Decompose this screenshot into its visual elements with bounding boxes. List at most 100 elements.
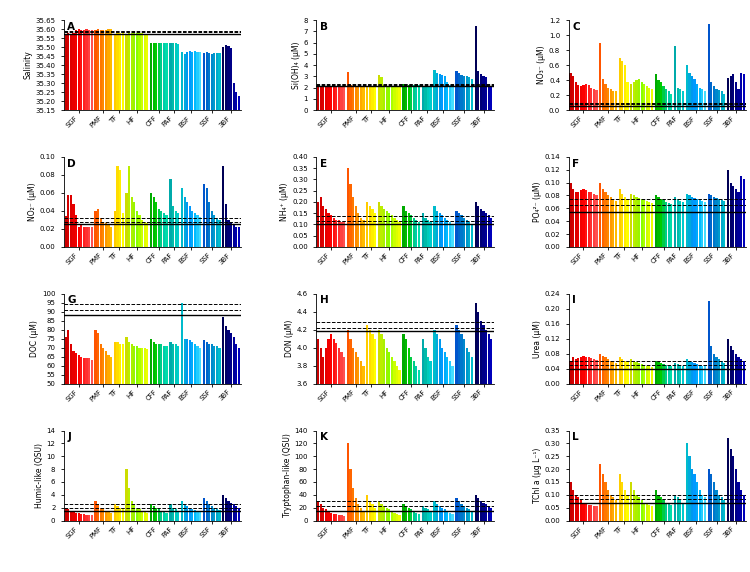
Bar xyxy=(475,26,477,110)
Bar xyxy=(657,362,659,384)
Bar xyxy=(596,196,598,247)
Bar xyxy=(170,43,172,110)
Bar xyxy=(735,353,737,384)
Bar xyxy=(430,86,432,110)
Bar xyxy=(655,74,657,110)
Bar xyxy=(374,86,376,110)
Bar xyxy=(646,504,648,521)
Bar xyxy=(134,346,135,474)
Bar xyxy=(610,495,612,521)
Bar xyxy=(325,86,327,110)
Bar xyxy=(155,43,158,110)
Bar xyxy=(458,73,460,110)
Bar xyxy=(488,216,490,247)
Bar xyxy=(691,76,693,110)
Bar xyxy=(633,196,635,247)
Bar xyxy=(369,329,371,572)
Bar xyxy=(635,495,638,521)
Bar xyxy=(439,74,441,110)
Bar xyxy=(374,508,376,521)
Text: D: D xyxy=(68,158,76,169)
Bar xyxy=(206,53,208,110)
Bar xyxy=(674,495,676,521)
Bar xyxy=(441,216,443,247)
Bar xyxy=(485,329,488,572)
Bar xyxy=(196,51,199,110)
Bar xyxy=(64,34,67,110)
Bar xyxy=(371,209,374,247)
Bar xyxy=(322,206,325,247)
Bar xyxy=(463,217,465,247)
Bar xyxy=(402,334,404,572)
Bar xyxy=(607,196,609,247)
Bar xyxy=(482,211,484,247)
Bar xyxy=(583,85,584,110)
Bar xyxy=(688,73,691,110)
Bar xyxy=(676,498,679,521)
Bar xyxy=(386,86,388,110)
Bar xyxy=(86,359,88,474)
Bar xyxy=(688,456,691,521)
Bar xyxy=(662,500,664,521)
Bar xyxy=(460,75,463,110)
Bar xyxy=(122,344,124,474)
Bar xyxy=(335,220,338,247)
Bar xyxy=(468,77,470,110)
Bar xyxy=(624,197,626,247)
Bar xyxy=(433,70,436,110)
Bar xyxy=(732,456,734,521)
Bar xyxy=(646,86,648,110)
Bar xyxy=(330,216,332,247)
Bar xyxy=(396,366,398,572)
Bar xyxy=(612,498,614,521)
Bar xyxy=(402,505,404,521)
Bar xyxy=(696,198,698,247)
Bar xyxy=(424,508,427,521)
Bar xyxy=(648,367,650,384)
Bar xyxy=(624,361,626,384)
Bar xyxy=(686,194,688,247)
Bar xyxy=(676,88,679,110)
Bar xyxy=(211,54,213,110)
Bar xyxy=(607,490,609,521)
Bar xyxy=(227,46,230,110)
Bar xyxy=(701,495,703,521)
Bar xyxy=(466,76,468,110)
Bar xyxy=(366,86,368,110)
Bar xyxy=(102,509,104,521)
Bar xyxy=(218,220,220,247)
Bar xyxy=(723,201,725,247)
Bar xyxy=(574,192,577,247)
Bar xyxy=(64,508,67,521)
Bar xyxy=(380,206,382,247)
Bar xyxy=(80,514,82,521)
Bar xyxy=(203,498,205,521)
Bar xyxy=(448,361,451,572)
Bar xyxy=(378,329,380,572)
Bar xyxy=(480,209,482,247)
Bar xyxy=(424,86,427,110)
Bar xyxy=(580,190,582,247)
Bar xyxy=(701,89,703,110)
Bar xyxy=(158,43,160,110)
Bar xyxy=(668,92,670,110)
Bar xyxy=(604,482,607,521)
Bar xyxy=(730,182,732,247)
Bar xyxy=(610,197,612,247)
Bar xyxy=(405,85,407,110)
Bar xyxy=(208,202,210,247)
Bar xyxy=(646,201,648,247)
Bar xyxy=(444,76,446,110)
Bar xyxy=(455,71,458,110)
Bar xyxy=(128,33,130,110)
Bar xyxy=(742,495,745,521)
Bar xyxy=(626,82,628,110)
Bar xyxy=(332,339,334,572)
Bar xyxy=(386,348,388,572)
Bar xyxy=(227,501,230,521)
Bar xyxy=(88,515,90,521)
Bar xyxy=(88,30,90,110)
Bar xyxy=(604,192,607,247)
Bar xyxy=(383,339,386,572)
Bar xyxy=(105,351,107,474)
